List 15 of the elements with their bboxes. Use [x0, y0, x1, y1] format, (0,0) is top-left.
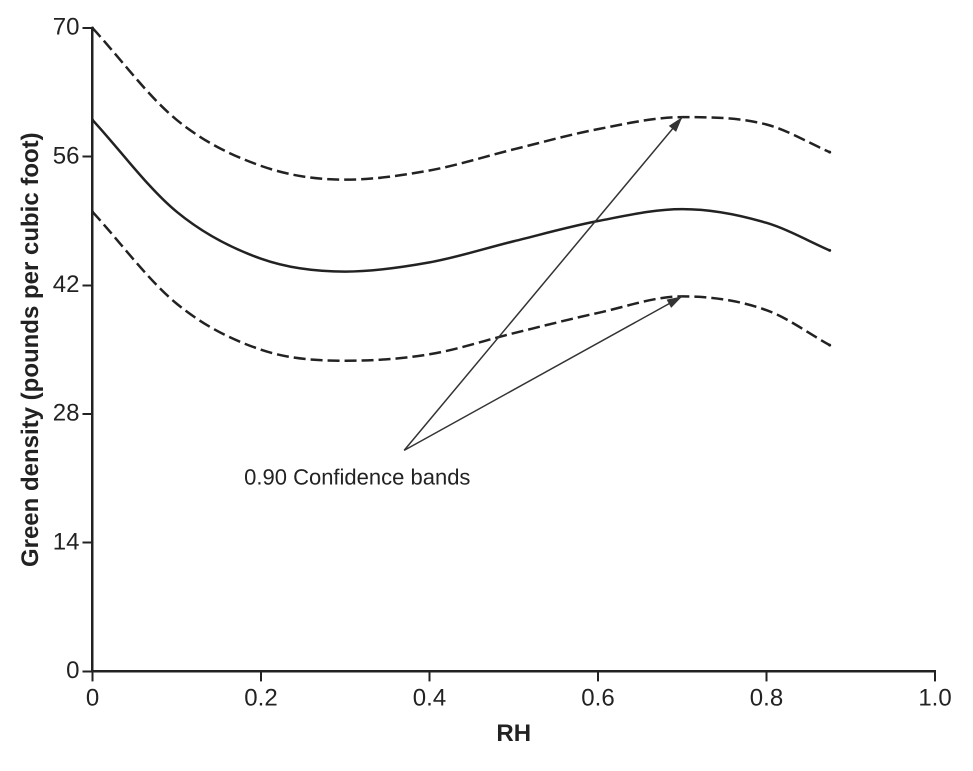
y-tick-label: 28 [52, 400, 80, 427]
y-tick-label: 56 [52, 142, 80, 170]
y-tick-label: 70 [52, 14, 80, 41]
x-tick-label: 0.8 [750, 684, 784, 712]
x-tick-label: 1.0 [918, 684, 952, 712]
x-axis-title: RH [496, 720, 532, 748]
annotation: 0.90 Confidence bands [244, 464, 470, 490]
x-tick-label: 0.2 [244, 684, 278, 712]
y-axis-title: Green density (pounds per cubic foot) [17, 132, 44, 568]
y-tick-label: 0 [66, 657, 80, 684]
x-tick-label: 0.6 [581, 684, 615, 712]
y-tick-label: 42 [52, 270, 80, 298]
x-tick-label: 0.4 [412, 684, 446, 712]
x-tick-label: 0 [86, 684, 100, 712]
y-tick-label: 14 [52, 528, 80, 556]
